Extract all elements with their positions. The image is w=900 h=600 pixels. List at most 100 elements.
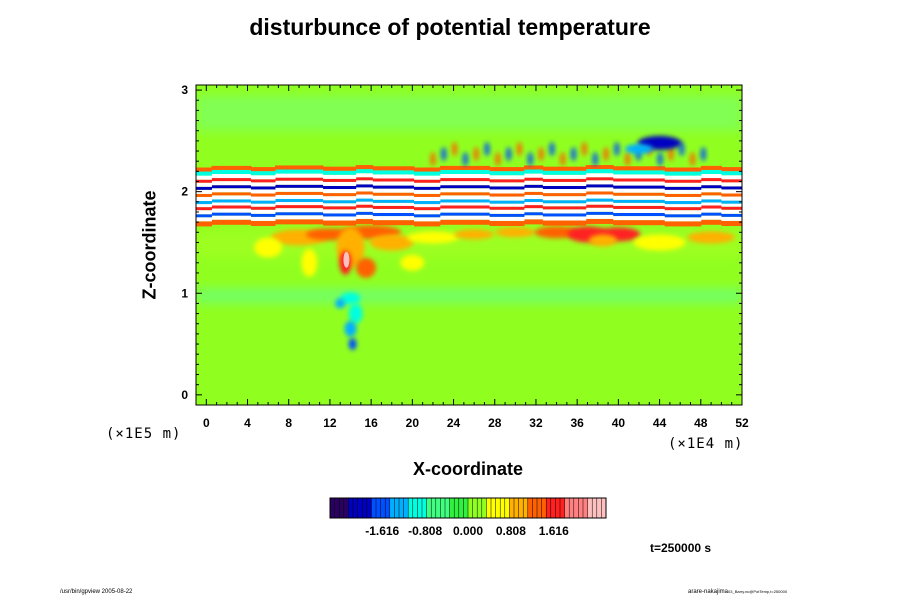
stripe-segment	[250, 171, 276, 176]
colorbar-cell	[449, 498, 455, 518]
stripe-segment	[414, 207, 441, 211]
stripe-segment	[355, 177, 374, 181]
stripe-segment	[489, 189, 525, 194]
stripe-segment	[355, 173, 374, 178]
cold-anomaly	[624, 144, 653, 154]
stripe-segment	[196, 186, 212, 190]
x-tick-label: 32	[529, 416, 543, 430]
stripe-segment	[439, 192, 491, 196]
stripe-segment	[211, 208, 252, 213]
colorbar-cell	[523, 498, 529, 518]
stripe-segment	[700, 169, 722, 174]
stripe-segment	[196, 221, 212, 227]
colorbar-cell	[550, 498, 556, 518]
stripe-segment	[721, 193, 742, 197]
stripe-segment	[664, 214, 702, 218]
stripe-group	[196, 191, 742, 197]
footer-file: 03_Barry.nc@PotTemp,t=250000	[728, 589, 788, 594]
stripe-segment	[211, 215, 252, 220]
wave-feature	[451, 142, 458, 156]
x-tick-label: 44	[653, 416, 667, 430]
stripe-segment	[489, 206, 525, 210]
stripe-segment	[523, 194, 544, 199]
colorbar-cell	[592, 498, 598, 518]
x-axis-label: X-coordinate	[412, 459, 523, 479]
stripe-segment	[196, 189, 212, 194]
stripe-segment	[414, 204, 441, 208]
colorbar-cell	[509, 498, 515, 518]
stripe-segment	[414, 189, 441, 194]
stripe-segment	[523, 219, 544, 225]
stripe-group	[196, 214, 742, 222]
warm-anomaly	[633, 234, 686, 251]
stripe-segment	[664, 221, 702, 227]
colorbar-cell	[376, 498, 381, 518]
stripe-segment	[211, 181, 252, 186]
footer-source: arare-nakajima03_Barry.nc@PotTemp,t=2500…	[688, 589, 787, 595]
colorbar-cell	[541, 498, 547, 518]
stripe-segment	[372, 220, 415, 226]
stripe-segment	[664, 210, 702, 215]
stripe-segment	[323, 203, 357, 207]
stripe-segment	[585, 211, 614, 215]
stripe-segment	[250, 186, 276, 190]
colorbar-tick-label: 1.616	[539, 524, 569, 538]
x-tick-label: 4	[244, 416, 251, 430]
stripe-segment	[196, 179, 212, 183]
stripe-group	[196, 169, 742, 176]
stripe-segment	[613, 188, 666, 193]
stripe-segment	[585, 187, 614, 192]
cold-anomaly	[344, 320, 357, 337]
stripe-segment	[523, 165, 544, 170]
stripe-segment	[700, 212, 722, 216]
stripe-segment	[585, 194, 614, 199]
colorbar-cell	[348, 498, 354, 518]
colorbar-cell	[417, 498, 423, 518]
footer-author: arare-nakajima	[688, 589, 729, 595]
stripe-group	[196, 207, 742, 215]
stripe-segment	[414, 193, 441, 197]
stripe-segment	[542, 189, 587, 194]
colorbar-cell	[339, 498, 345, 518]
wave-feature	[581, 142, 588, 156]
stripe-segment	[250, 193, 276, 197]
colorbar-cell	[578, 498, 584, 518]
stripe-segment	[721, 209, 742, 214]
stripe-group	[196, 201, 742, 208]
stripe-segment	[414, 186, 441, 190]
stripe-group	[196, 204, 742, 211]
stripe-segment	[664, 171, 702, 176]
stripe-segment	[439, 185, 491, 189]
stripe-segment	[372, 166, 415, 171]
x-tick-label: 12	[323, 416, 337, 430]
stripe-segment	[323, 170, 357, 175]
stripe-segment	[250, 182, 276, 187]
stripe-segment	[323, 209, 357, 214]
wave-feature	[592, 152, 599, 167]
warm-anomaly	[588, 234, 617, 247]
stripe-segment	[323, 200, 357, 204]
colorbar-tick-label: -1.616	[365, 524, 399, 538]
stripe-segment	[196, 167, 212, 172]
stripe-segment	[585, 169, 614, 174]
stripe-segment	[372, 205, 415, 209]
wave-feature	[689, 152, 696, 167]
stripe-segment	[523, 205, 544, 209]
stripe-segment	[372, 195, 415, 200]
colorbar-cell	[408, 498, 414, 518]
stripe-segment	[196, 207, 212, 211]
colorbar-cell	[491, 498, 496, 518]
colorbar-cell	[353, 498, 358, 518]
colorbar-cell	[394, 498, 400, 518]
stripe-segment	[721, 196, 742, 201]
stripe-segment	[700, 205, 722, 209]
stripe-segment	[196, 182, 212, 187]
stripe-segment	[489, 179, 525, 183]
stripe-segment	[355, 211, 374, 215]
stripe-segment	[250, 189, 276, 194]
stripe-segment	[664, 193, 702, 197]
colorbar-cell	[564, 498, 570, 518]
stripe-segment	[372, 216, 415, 221]
